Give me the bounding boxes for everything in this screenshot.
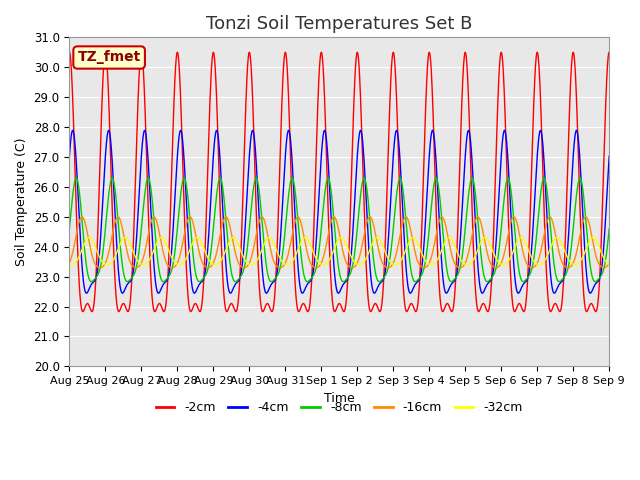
Line: -32cm: -32cm xyxy=(69,238,609,264)
-16cm xyxy=(600,265,607,271)
-4cm xyxy=(321,128,329,133)
-4cm xyxy=(576,157,584,163)
-4cm xyxy=(460,173,468,179)
-8cm xyxy=(483,279,491,285)
-16cm xyxy=(576,233,584,239)
Line: -8cm: -8cm xyxy=(69,178,609,282)
Line: -2cm: -2cm xyxy=(69,52,609,312)
-32cm xyxy=(476,243,483,249)
-16cm xyxy=(321,248,329,254)
-8cm xyxy=(321,189,329,195)
-2cm xyxy=(460,57,468,63)
-16cm xyxy=(476,215,483,221)
-4cm xyxy=(479,290,486,296)
-32cm xyxy=(576,259,584,264)
-32cm xyxy=(582,245,590,251)
-32cm xyxy=(460,261,468,266)
-32cm xyxy=(249,262,257,267)
-2cm xyxy=(249,101,257,107)
-32cm xyxy=(605,262,613,267)
Legend: -2cm, -4cm, -8cm, -16cm, -32cm: -2cm, -4cm, -8cm, -16cm, -32cm xyxy=(151,396,528,420)
-2cm xyxy=(576,201,584,207)
-4cm xyxy=(605,153,613,159)
-16cm xyxy=(460,262,468,268)
-32cm xyxy=(65,262,73,267)
-4cm xyxy=(583,273,591,278)
Line: -4cm: -4cm xyxy=(69,131,609,293)
-8cm xyxy=(476,234,483,240)
-16cm xyxy=(605,260,613,266)
Y-axis label: Soil Temperature (C): Soil Temperature (C) xyxy=(15,138,28,266)
-32cm xyxy=(589,235,597,240)
-8cm xyxy=(249,190,257,196)
-2cm xyxy=(65,49,73,55)
-4cm xyxy=(65,153,73,159)
-4cm xyxy=(476,278,483,284)
-2cm xyxy=(484,309,492,314)
X-axis label: Time: Time xyxy=(324,392,355,405)
-16cm xyxy=(65,260,73,266)
-16cm xyxy=(582,214,590,220)
Text: TZ_fmet: TZ_fmet xyxy=(77,50,141,64)
-2cm xyxy=(321,103,329,109)
-2cm xyxy=(582,309,590,314)
-8cm xyxy=(605,226,613,232)
-16cm xyxy=(78,214,86,220)
-2cm xyxy=(605,49,613,55)
-8cm xyxy=(108,175,116,181)
-2cm xyxy=(476,309,483,314)
-32cm xyxy=(67,262,75,267)
-8cm xyxy=(583,227,591,232)
-8cm xyxy=(65,226,73,232)
Title: Tonzi Soil Temperatures Set B: Tonzi Soil Temperatures Set B xyxy=(206,15,472,33)
Line: -16cm: -16cm xyxy=(69,217,609,268)
-8cm xyxy=(460,238,468,244)
-32cm xyxy=(321,262,329,267)
-16cm xyxy=(249,249,257,254)
-4cm xyxy=(429,128,436,133)
-8cm xyxy=(576,175,584,181)
-4cm xyxy=(249,128,257,133)
